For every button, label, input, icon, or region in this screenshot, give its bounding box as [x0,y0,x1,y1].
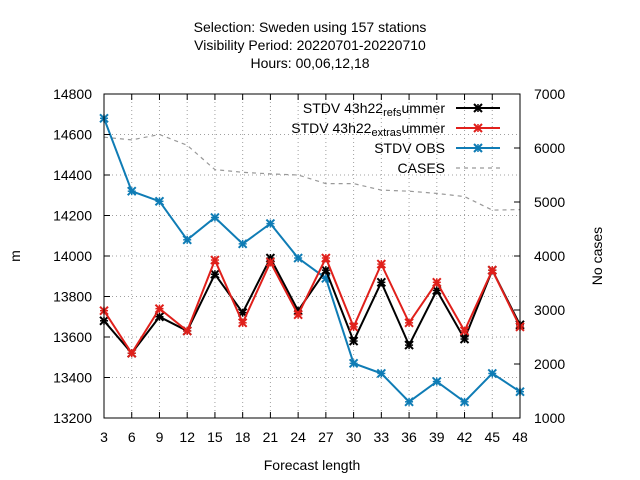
x-tick-label: 42 [457,429,473,445]
y-tick-label: 13200 [53,410,92,426]
x-axis-ticks: 3 6 9 12 15 18 21 24 27 30 33 36 39 42 45 48 [100,94,528,445]
data-point-stdv-43h22-extra-summer [265,257,276,267]
y2-tick-label: 1000 [534,410,565,426]
x-tick-label: 12 [179,429,195,445]
data-point-stdv-43h22-ref-summer [348,336,359,346]
y-axis-label: m [7,250,23,262]
plot-series [99,113,525,407]
data-point-stdv-obs [459,397,470,407]
data-point-stdv-43h22-ref-summer [321,265,331,275]
series-line-stdv-43h22-ref-summer [103,255,521,355]
y-axis-ticks: 13200 13400 13600 13800 14000 14200 14400 14600… [53,86,110,426]
data-point-stdv-43h22-extra-summer [321,253,331,263]
x-tick-label: 15 [207,429,223,445]
legend-marker [473,123,483,133]
x-tick-label: 9 [156,429,164,445]
data-point-stdv-43h22-extra-summer [487,265,497,275]
data-point-stdv-obs [432,376,442,387]
legend-label: CASES [398,160,445,176]
data-point-stdv-obs [404,397,414,407]
title-line: Visibility Period: 20220701-20220710 [194,37,426,53]
y-tick-label: 13600 [53,329,92,345]
x-tick-label: 21 [263,429,279,445]
data-point-stdv-43h22-ref-summer [376,277,387,288]
x-tick-label: 33 [374,429,390,445]
y2-tick-label: 7000 [534,86,565,102]
data-point-stdv-43h22-extra-summer [404,318,414,328]
legend-label: STDV OBS [374,140,445,156]
x-tick-label: 45 [484,429,500,445]
y-tick-label: 14600 [53,127,92,143]
y2-tick-label: 3000 [534,302,565,318]
data-point-stdv-obs [348,358,359,369]
y2-tick-label: 5000 [534,194,565,210]
legend-marker [473,103,483,113]
y-tick-label: 14400 [53,167,92,183]
data-point-stdv-43h22-extra-summer [293,310,303,320]
legend-label: STDV 43h22refsummer [303,100,445,119]
data-point-stdv-obs [293,253,303,263]
y2-tick-label: 6000 [534,140,565,156]
data-point-stdv-obs [487,368,497,379]
data-point-stdv-obs [237,239,248,249]
y2-axis-ticks: 1000 2000 3000 4000 5000 6000 7000 [514,86,565,426]
data-point-stdv-obs [154,196,165,207]
data-point-stdv-43h22-extra-summer [154,303,165,314]
legend-label: STDV 43h22extrasummer [291,120,445,139]
x-tick-label: 6 [128,429,136,445]
data-point-stdv-obs [182,235,192,245]
y-tick-label: 14800 [53,86,92,102]
data-point-stdv-43h22-ref-summer [404,340,414,350]
x-axis-label: Forecast length [264,457,361,473]
x-tick-label: 36 [401,429,417,445]
title-line: Hours: 00,06,12,18 [250,55,369,71]
x-tick-label: 3 [100,429,108,445]
y-tick-label: 14200 [53,208,92,224]
y2-tick-label: 4000 [534,248,565,264]
data-point-stdv-43h22-extra-summer [376,259,387,269]
legend-marker [473,143,483,153]
y-tick-label: 14000 [53,248,92,264]
data-point-stdv-43h22-extra-summer [459,326,470,336]
data-point-stdv-43h22-extra-summer [182,326,192,336]
y-tick-label: 13400 [53,370,92,386]
data-point-stdv-obs [127,186,137,196]
data-point-stdv-43h22-extra-summer [210,255,220,265]
x-tick-label: 30 [346,429,362,445]
data-point-stdv-obs [376,368,387,379]
data-point-stdv-obs [210,212,220,223]
x-tick-label: 18 [235,429,251,445]
data-point-stdv-43h22-ref-summer [210,269,220,279]
x-tick-label: 39 [429,429,445,445]
chart-title: Selection: Sweden using 157 stations Visi… [194,19,427,71]
data-point-stdv-43h22-extra-summer [348,322,359,332]
y2-axis-label: No cases [589,227,605,285]
grid [104,94,520,418]
title-line: Selection: Sweden using 157 stations [194,19,427,35]
data-point-stdv-43h22-ref-summer [459,334,470,344]
x-tick-label: 24 [290,429,306,445]
data-point-stdv-43h22-extra-summer [127,348,137,358]
x-tick-label: 48 [512,429,528,445]
data-point-stdv-obs [265,218,276,229]
y2-tick-label: 2000 [534,356,565,372]
x-tick-label: 27 [318,429,334,445]
series-line-stdv-obs [103,117,521,404]
data-point-stdv-43h22-extra-summer [432,277,442,288]
series-line-stdv-43h22-extra-summer [103,255,521,356]
series-line-cases [103,133,521,211]
data-point-stdv-43h22-extra-summer [237,318,248,328]
y-tick-label: 13800 [53,289,92,305]
